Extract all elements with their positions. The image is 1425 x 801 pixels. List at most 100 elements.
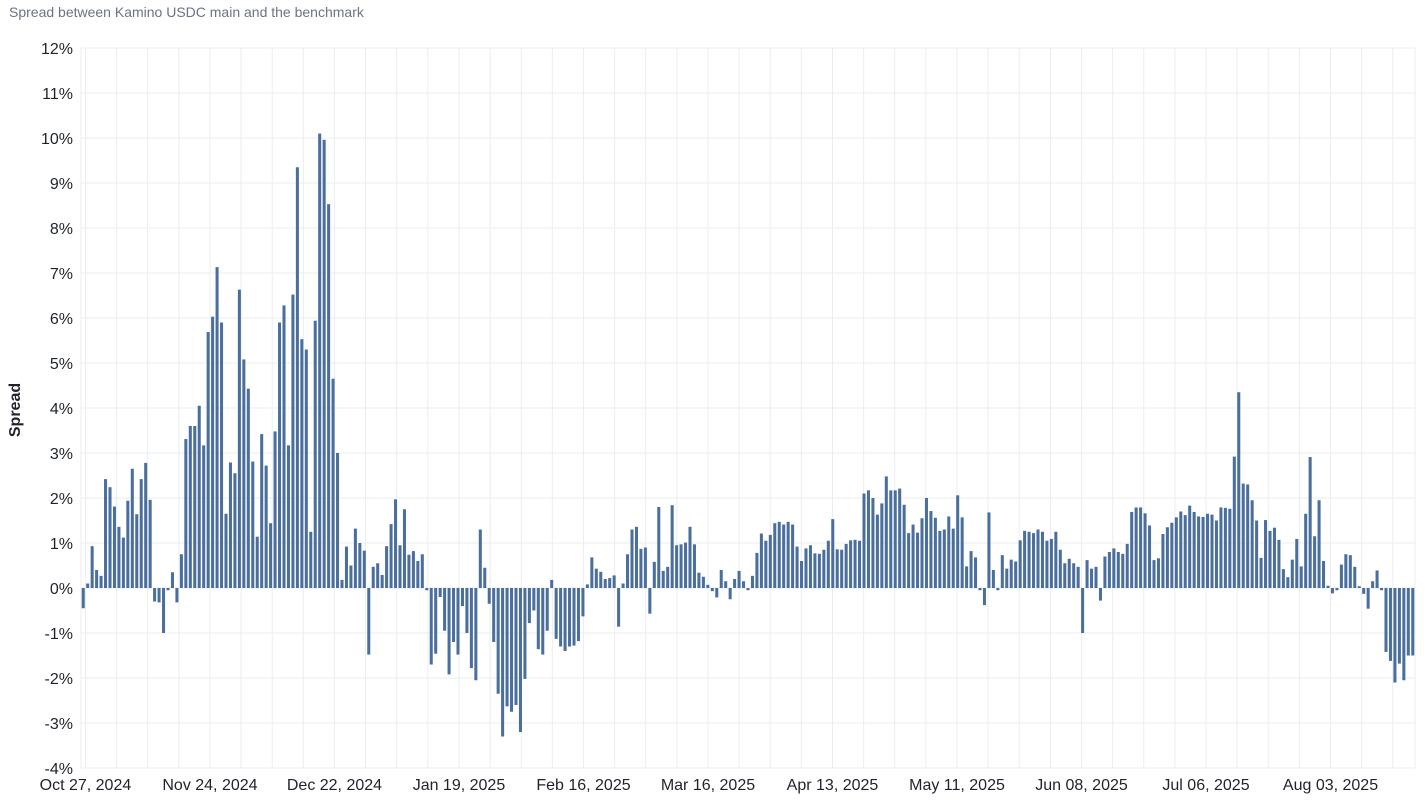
spread-bar — [1121, 553, 1125, 588]
spread-bar — [242, 359, 246, 588]
spread-bar — [541, 588, 545, 655]
spread-bar — [90, 546, 94, 588]
spread-bar — [1014, 561, 1018, 588]
spread-bar — [1054, 531, 1058, 588]
spread-bar — [826, 540, 830, 588]
spread-bar — [1130, 511, 1134, 588]
spread-bar — [773, 523, 777, 588]
spread-bar — [1232, 456, 1236, 588]
spread-bar — [1174, 517, 1178, 588]
gridlines — [80, 47, 1416, 769]
spread-bar — [701, 576, 705, 588]
spread-bar — [1049, 538, 1053, 588]
spread-bar — [858, 540, 862, 588]
spread-bar — [255, 536, 259, 588]
x-tick-label: Jul 06, 2025 — [1162, 777, 1249, 794]
spread-bar — [447, 588, 451, 675]
spread-bar — [675, 545, 679, 588]
spread-bar — [942, 529, 946, 588]
spread-bar — [1107, 552, 1111, 588]
spread-bar — [768, 534, 772, 588]
spread-bar — [634, 526, 638, 588]
spread-bar — [875, 514, 879, 588]
spread-bar — [974, 557, 978, 588]
spread-bar — [719, 570, 723, 588]
spread-bar — [652, 561, 656, 588]
x-tick-label: Jan 19, 2025 — [413, 777, 506, 794]
x-tick-label: Oct 27, 2024 — [40, 777, 132, 794]
spread-bar — [425, 588, 429, 591]
spread-bar — [474, 588, 478, 681]
x-tick-label: Nov 24, 2024 — [162, 777, 257, 794]
spread-bar — [237, 289, 241, 588]
spread-bar — [617, 588, 621, 627]
spread-bar — [251, 461, 255, 588]
spread-bar — [1272, 527, 1276, 588]
spread-bar — [670, 505, 674, 588]
spread-bar — [1335, 588, 1339, 591]
spread-bar — [157, 588, 161, 603]
spread-bar — [135, 514, 139, 588]
spread-bar — [1018, 540, 1022, 588]
spread-bar — [688, 526, 692, 588]
spread-bar — [920, 518, 924, 588]
y-tick-label: 1% — [50, 536, 73, 553]
spread-bar — [362, 550, 366, 588]
spread-bar — [456, 588, 460, 655]
spread-bar — [1197, 516, 1201, 588]
spread-bar — [153, 588, 157, 602]
spread-bar — [322, 139, 326, 589]
spread-bar — [126, 500, 130, 588]
spread-bar — [1214, 520, 1218, 588]
y-tick-label: -2% — [45, 671, 73, 688]
spread-bar — [295, 167, 299, 588]
spread-bar — [1344, 554, 1348, 588]
y-tick-label: 2% — [50, 491, 73, 508]
spread-bar — [1067, 558, 1071, 588]
spread-bar — [1264, 520, 1268, 588]
y-tick-label: 12% — [41, 41, 73, 58]
y-tick-label: 10% — [41, 131, 73, 148]
spread-bar — [233, 473, 237, 588]
spread-bar — [666, 566, 670, 588]
spread-bar — [1161, 534, 1165, 588]
spread-bar — [612, 575, 616, 588]
spread-bar — [817, 553, 821, 588]
spread-bar — [742, 581, 746, 588]
spread-bar — [398, 545, 402, 588]
x-axis-ticks: Oct 27, 2024 Nov 24, 2024 Dec 22, 2024 Jan … — [40, 777, 1379, 794]
spread-bar — [1339, 564, 1343, 588]
spread-bar — [104, 479, 108, 588]
spread-bar — [902, 504, 906, 588]
spread-bar — [438, 588, 442, 597]
x-tick-label: Aug 03, 2025 — [1283, 777, 1378, 794]
spread-bar — [1371, 581, 1375, 588]
spread-bar — [893, 490, 897, 588]
spread-bar — [911, 524, 915, 588]
spread-bar — [568, 588, 572, 647]
spread-bar — [862, 493, 866, 588]
spread-bar — [1183, 515, 1187, 588]
spread-bar — [1058, 549, 1062, 588]
spread-bar — [866, 490, 870, 588]
spread-bar — [121, 537, 125, 588]
spread-bar — [800, 561, 804, 588]
spread-bar — [505, 588, 509, 707]
spread-bar — [353, 528, 357, 588]
spread-bar — [1241, 483, 1245, 588]
spread-bar — [639, 548, 643, 588]
y-tick-label: 8% — [50, 221, 73, 238]
spread-bar — [1357, 586, 1361, 588]
spread-bar — [389, 524, 393, 588]
spread-bar — [1023, 530, 1027, 588]
spread-bar — [777, 521, 781, 588]
spread-bar — [344, 546, 348, 588]
spread-bar — [1156, 558, 1160, 588]
spread-bar — [1348, 555, 1352, 588]
spread-bar — [1201, 516, 1205, 588]
chart-title: Spread between Kamino USDC main and the … — [9, 4, 364, 20]
spread-bar — [193, 426, 197, 588]
spread-bar — [924, 498, 928, 588]
spread-bar — [95, 570, 99, 588]
